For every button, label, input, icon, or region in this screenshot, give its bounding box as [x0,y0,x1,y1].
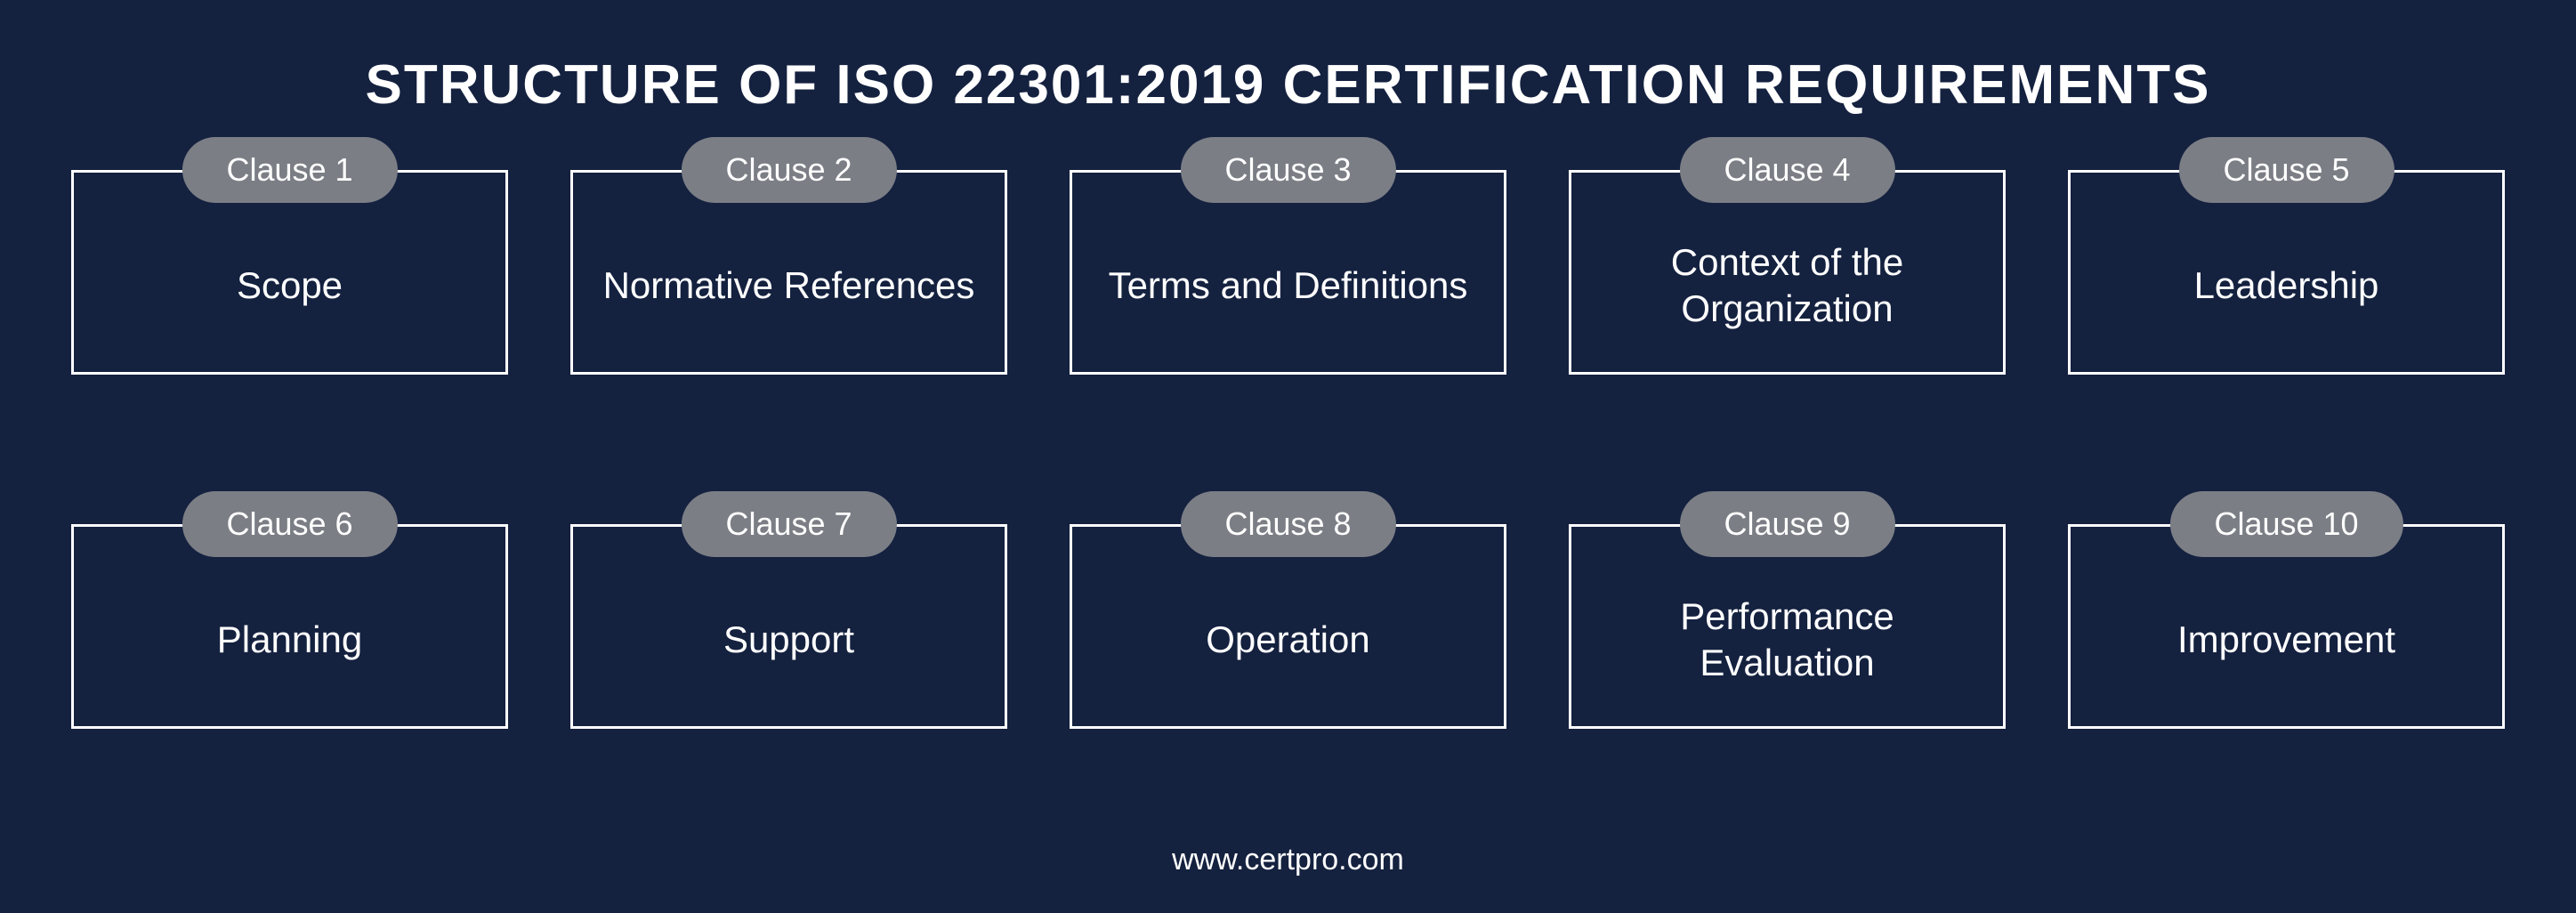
clause-pill: Clause 4 [1679,137,1894,203]
clause-card: Clause 2 Normative References [570,170,1007,444]
clause-card: Clause 7 Support [570,524,1007,798]
clause-pill: Clause 6 [182,491,397,557]
clause-pill: Clause 8 [1180,491,1395,557]
clause-card: Clause 4 Context of the Organization [1569,170,2006,444]
clause-card: Clause 8 Operation [1070,524,1506,798]
clause-pill: Clause 9 [1679,491,1894,557]
clause-card: Clause 3 Terms and Definitions [1070,170,1506,444]
clause-pill: Clause 7 [681,491,896,557]
clause-pill: Clause 2 [681,137,896,203]
clause-card: Clause 10 Improvement [2068,524,2505,798]
clause-pill: Clause 10 [2169,491,2402,557]
clause-pill: Clause 5 [2178,137,2394,203]
diagram-title: STRUCTURE OF ISO 22301:2019 CERTIFICATIO… [366,53,2211,117]
clause-card: Clause 6 Planning [71,524,508,798]
clause-grid: Clause 1 Scope Clause 2 Normative Refere… [71,170,2505,798]
clause-card: Clause 1 Scope [71,170,508,444]
footer-text: www.certpro.com [1172,843,1404,877]
diagram-container: STRUCTURE OF ISO 22301:2019 CERTIFICATIO… [0,0,2576,913]
clause-pill: Clause 1 [182,137,397,203]
clause-card: Clause 5 Leadership [2068,170,2505,444]
clause-card: Clause 9 Performance Evaluation [1569,524,2006,798]
clause-pill: Clause 3 [1180,137,1395,203]
